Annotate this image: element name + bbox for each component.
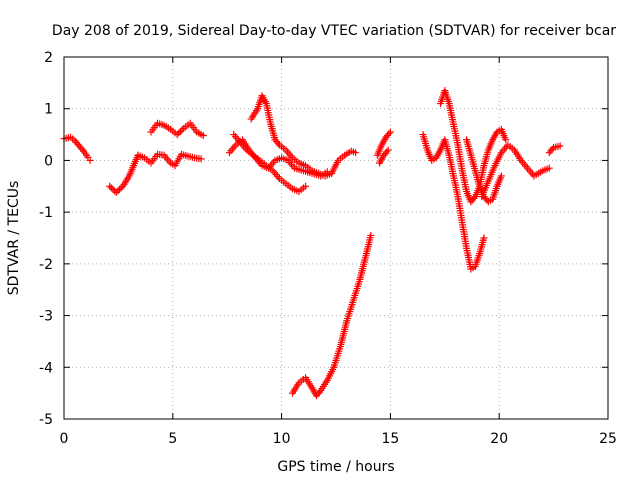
series-seg07 [247, 92, 283, 149]
y-tick-label: 2 [44, 50, 53, 66]
data-point-marker [78, 145, 86, 153]
data-point-marker [199, 132, 207, 140]
data-point-marker [497, 172, 505, 180]
series-seg04 [147, 119, 207, 140]
series-seg13 [419, 131, 488, 273]
data-point-marker [470, 194, 478, 202]
data-point-marker [107, 184, 115, 192]
data-point-marker [548, 145, 556, 153]
x-tick-label: 10 [273, 431, 291, 447]
data-point-marker [315, 388, 323, 396]
data-point-marker [556, 142, 564, 150]
y-tick-label: -1 [39, 205, 53, 221]
y-tick-label: 0 [44, 153, 53, 169]
data-point-marker [352, 149, 360, 157]
data-point-marker [114, 187, 122, 195]
chart-title: Day 208 of 2019, Sidereal Day-to-day VTE… [52, 23, 616, 39]
data-point-marker [173, 131, 181, 139]
data-point-marker [176, 127, 184, 135]
data-point-marker [178, 126, 186, 134]
x-tick-label: 15 [381, 431, 399, 447]
y-tick-label: -3 [39, 309, 53, 325]
data-point-marker [384, 146, 392, 154]
data-point-marker [383, 148, 391, 156]
data-point-marker [86, 156, 94, 164]
plot-frame [63, 56, 609, 420]
series-seg06 [230, 131, 310, 195]
series-seg17 [545, 142, 564, 157]
series-seg10 [288, 231, 375, 400]
data-point-marker [109, 185, 117, 193]
data-point-marker [545, 164, 553, 172]
data-point-marker [115, 185, 123, 193]
x-tick-label: 20 [490, 431, 508, 447]
data-point-marker [502, 136, 510, 144]
data-points [60, 87, 564, 400]
data-point-marker [385, 130, 393, 138]
series-seg14 [436, 87, 510, 206]
data-point-marker [367, 231, 375, 239]
x-tick-label: 25 [599, 431, 617, 447]
data-point-marker [274, 139, 282, 147]
y-axis-label: SDTVAR / TECUs [6, 181, 22, 296]
data-point-marker [112, 188, 120, 196]
series-seg01 [60, 133, 94, 164]
series-seg02 [106, 151, 142, 196]
data-point-marker [197, 155, 205, 163]
y-tick-label: -2 [39, 257, 53, 273]
y-tick-label: -4 [39, 360, 53, 376]
series-seg09 [328, 147, 360, 177]
data-point-marker [117, 184, 125, 192]
series-seg16 [478, 141, 553, 201]
x-tick-label: 0 [60, 431, 69, 447]
series-seg12 [376, 146, 392, 167]
series-seg11 [373, 128, 394, 159]
series-seg03 [134, 150, 205, 170]
y-tick-label: 1 [44, 102, 53, 118]
data-point-marker [302, 182, 310, 190]
y-tick-label: -5 [39, 412, 53, 428]
data-point-marker [106, 182, 114, 190]
data-point-marker [480, 234, 488, 242]
x-tick-label: 5 [168, 431, 177, 447]
x-tick-labels: 0 5 10 15 20 25 [60, 431, 617, 447]
data-point-marker [175, 129, 183, 137]
y-tick-labels: -5 -4 -3 -2 -1 0 1 2 [39, 50, 53, 428]
x-axis-label: GPS time / hours [277, 459, 394, 475]
data-point-marker [386, 128, 394, 136]
